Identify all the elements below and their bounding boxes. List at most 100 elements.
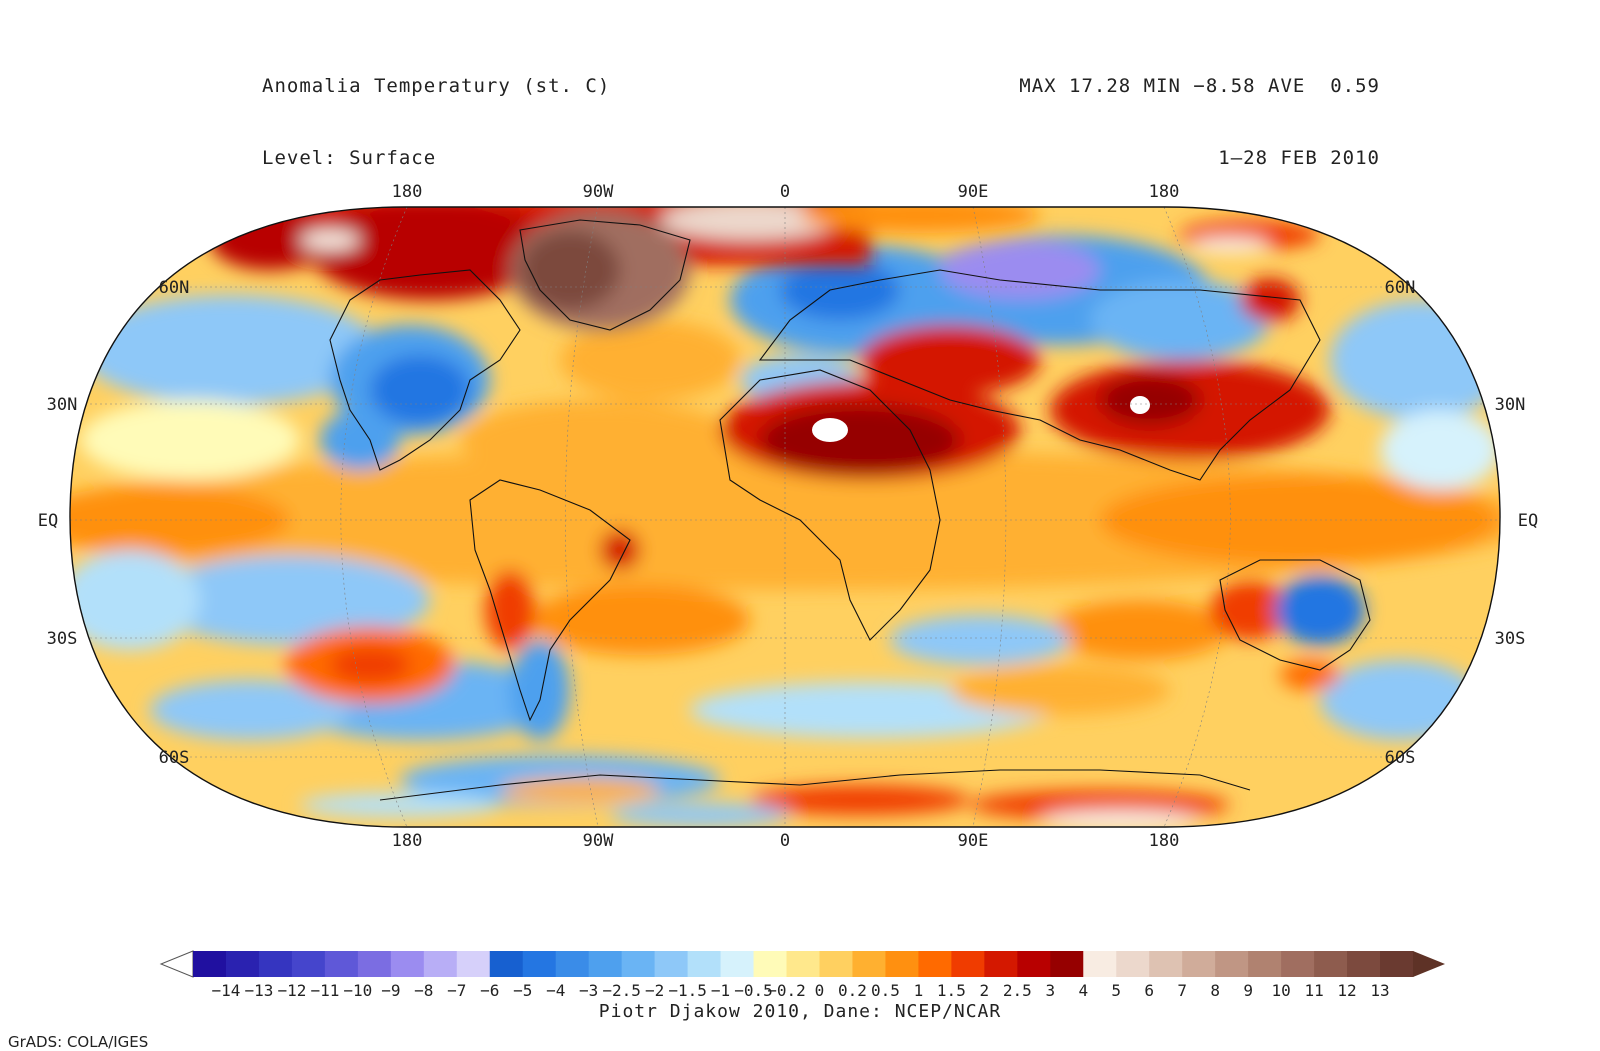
coastlines: [329, 219, 1371, 801]
map-title: Anomalia Temperatury (st. C): [262, 75, 611, 97]
colorbar-tick-label: 4: [1078, 981, 1088, 1000]
lon-labels-top: 180 90W 0 90E 180: [392, 182, 1180, 202]
colorbar-swatch: [555, 951, 590, 977]
colorbar-swatch: [193, 951, 227, 977]
colorbar-tick-label: 1.5: [937, 981, 966, 1000]
colorbar-tick-label: 11: [1304, 981, 1323, 1000]
lon-label: 180: [1149, 182, 1180, 202]
colorbar-tick-label: 3: [1045, 981, 1055, 1000]
colorbar-arrow-low: [159, 950, 194, 978]
colorbar-swatch: [522, 951, 557, 977]
lon-label: 90W: [583, 182, 614, 202]
colorbar-tick-label: 7: [1177, 981, 1187, 1000]
colorbar-tick-label: 13: [1370, 981, 1389, 1000]
colorbar-swatch: [1017, 951, 1051, 977]
colorbar-swatch: [1215, 951, 1249, 977]
lon-label: 180: [392, 831, 423, 851]
colorbar-tick-label: −7: [447, 981, 466, 1000]
lat-label: 60N: [1385, 278, 1416, 298]
colorbar-tick-label: −2.5: [602, 981, 641, 1000]
colorbar-swatch: [1248, 951, 1282, 977]
colorbar-swatch: [390, 951, 425, 977]
colorbar-tick-label: 2.5: [1003, 981, 1032, 1000]
lon-label: 90E: [958, 831, 989, 851]
colorbar-tick-label: −6: [480, 981, 499, 1000]
colorbar-swatch: [786, 951, 820, 977]
map-boundary: [69, 206, 1501, 828]
colorbar-tick-label: 0.5: [871, 981, 900, 1000]
colorbar-tick-label: −8: [414, 981, 433, 1000]
colorbar-swatch: [324, 951, 359, 977]
colorbar-swatch: [819, 951, 853, 977]
lon-labels-bottom: 180 90W 0 90E 180: [392, 831, 1180, 851]
colorbar-swatch: [357, 951, 392, 977]
colorbar-tick-label: −9: [381, 981, 400, 1000]
colorbar-swatch: [753, 951, 788, 977]
grads-credit: GrADS: COLA/IGES: [8, 1033, 149, 1051]
colorbar-swatch: [984, 951, 1018, 977]
colorbar-tick-label: −11: [310, 981, 339, 1000]
lat-labels-right: 60N 30N EQ 30S 60S: [1385, 278, 1539, 768]
lat-label: 60S: [1385, 748, 1416, 768]
graticule: [70, 207, 1500, 827]
colorbar-tick-label: 8: [1210, 981, 1220, 1000]
colorbar-swatch: [1347, 951, 1381, 977]
colorbar-tick-label: 12: [1337, 981, 1356, 1000]
colorbar-swatch: [1083, 951, 1117, 977]
colorbar-tick-label: −3: [579, 981, 598, 1000]
colorbar-tick-label: 2: [980, 981, 990, 1000]
colorbar-arrow-high: [1413, 951, 1445, 977]
lat-label: 30N: [1495, 395, 1526, 415]
colorbar-swatch: [1182, 951, 1216, 977]
colorbar-swatch: [654, 951, 689, 977]
colorbar-tick-label: −14: [212, 981, 241, 1000]
colorbar-swatch: [1116, 951, 1150, 977]
lon-label: 0: [780, 182, 790, 202]
colorbar-swatch: [291, 951, 326, 977]
header-left: Anomalia Temperatury (st. C) Level: Surf…: [262, 26, 610, 194]
colorbar-swatch: [489, 951, 524, 977]
colorbar-swatch: [423, 951, 458, 977]
colorbar-swatch: [885, 951, 919, 977]
colorbar-swatch: [1380, 951, 1414, 977]
colorbar: −14 −13 −12 −11 −10 −9 −8 −7 −6 −5 −4 −3 −2.5 −2 −1.5−…: [159, 950, 1445, 1000]
colorbar-swatch: [225, 951, 260, 977]
graticule-line: [1163, 207, 1231, 827]
colorbar-tick-label: 10: [1271, 981, 1290, 1000]
lon-label: 90E: [958, 182, 989, 202]
colorbar-swatch: [918, 951, 952, 977]
header-right: MAX 17.28 MIN −8.58 AVE 0.59 1–28 FEB 20…: [1019, 26, 1380, 194]
colorbar-tick-label: −1: [711, 981, 730, 1000]
colorbar-swatch: [1281, 951, 1315, 977]
colorbar-tick-label: 0: [815, 981, 825, 1000]
lat-label: 60S: [159, 748, 190, 768]
colorbar-tick-label: 9: [1243, 981, 1253, 1000]
lat-label: 60N: [159, 278, 190, 298]
colorbar-tick-label: −12: [277, 981, 306, 1000]
lat-label: 30S: [47, 629, 78, 649]
credit-line: Piotr Djakow 2010, Dane: NCEP/NCAR: [598, 1001, 1002, 1022]
colorbar-tick-label: −1.5: [668, 981, 707, 1000]
lon-label: 180: [1149, 831, 1180, 851]
graticule-line: [972, 207, 1007, 827]
lat-label: EQ: [1518, 511, 1538, 531]
colorbar-tick-label: −5: [513, 981, 532, 1000]
colorbar-swatch: [1050, 951, 1084, 977]
colorbar-swatch: [951, 951, 985, 977]
colorbar-tick-label: −2: [645, 981, 664, 1000]
lat-labels-left: 60N 30N EQ 30S 60S: [38, 278, 190, 768]
colorbar-swatch: [1149, 951, 1183, 977]
colorbar-tick-label: −0.5: [734, 981, 773, 1000]
colorbar-swatch: [258, 951, 293, 977]
colorbar-swatch: [588, 951, 623, 977]
colorbar-tick-label: 6: [1144, 981, 1154, 1000]
colorbar-swatch: [621, 951, 656, 977]
colorbar-tick-label: −0.2: [767, 981, 806, 1000]
colorbar-swatch: [720, 951, 755, 977]
colorbar-tick-label: 1: [914, 981, 924, 1000]
colorbar-tick-label: −4: [546, 981, 565, 1000]
lon-label: 180: [392, 182, 423, 202]
stats-label: MAX 17.28 MIN −8.58 AVE 0.59: [1019, 75, 1380, 97]
period-label: 1–28 FEB 2010: [1218, 147, 1380, 169]
